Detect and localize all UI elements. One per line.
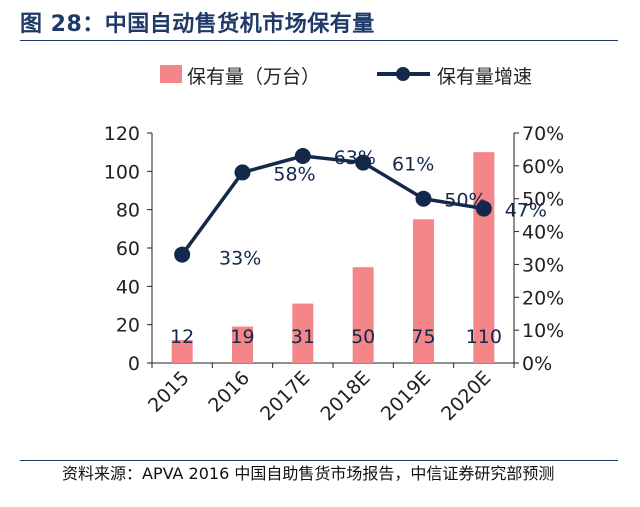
- x-tick-label: 2019E: [377, 367, 435, 425]
- y-right-tick-label: 60%: [522, 156, 564, 178]
- growth-point: [415, 190, 432, 207]
- legend-line-label: 保有量增速: [437, 66, 532, 88]
- x-tick-label: 2016: [204, 367, 254, 417]
- chart-area: 保有量（万台） 保有量增速 0 20 40 60 80 100 120 0% 10% 20% 30%…: [104, 65, 564, 425]
- y-left-tick-label: 120: [104, 123, 140, 145]
- bar-value-label: 19: [230, 326, 254, 348]
- y-left-tick-label: 60: [116, 238, 140, 260]
- y-left-tick-label: 20: [116, 315, 140, 337]
- y-right-tick-label: 30%: [522, 254, 564, 276]
- bar: [413, 219, 434, 363]
- legend-bar-swatch: [160, 65, 182, 83]
- y-right-tick-label: 70%: [522, 123, 564, 145]
- chart-title: 图 28：中国自动售货机市场保有量: [20, 12, 375, 37]
- y-left-tick-label: 0: [128, 353, 140, 375]
- bar-value-label: 110: [466, 326, 502, 348]
- growth-point: [475, 200, 492, 217]
- bar-value-label: 75: [411, 326, 435, 348]
- bar-value-label: 50: [351, 326, 375, 348]
- growth-point: [174, 246, 191, 263]
- growth-line-path: [180, 154, 485, 256]
- legend-bar-label: 保有量（万台）: [187, 66, 320, 88]
- bar-value-label: 31: [291, 326, 315, 348]
- growth-value-label: 47%: [505, 200, 547, 222]
- y-right-tick-label: 20%: [522, 287, 564, 309]
- y-right-tick-label: 40%: [522, 222, 564, 244]
- bar-value-label: 12: [170, 326, 194, 348]
- x-tick-label: 2017E: [256, 367, 314, 425]
- growth-value-label: 58%: [273, 163, 315, 185]
- legend-line-marker: [396, 67, 410, 81]
- bar: [171, 340, 193, 363]
- data-labels: 12 19 31 50 75 110 33% 58% 63% 61% 50% 47%: [170, 147, 547, 348]
- x-tick-label: 2015: [144, 367, 194, 417]
- growth-value-label: 63%: [334, 147, 376, 169]
- y-left-tick-label: 100: [104, 161, 140, 183]
- legend: 保有量（万台） 保有量增速: [160, 65, 532, 88]
- y-right-tick-label: 0%: [522, 353, 552, 375]
- title-divider: [20, 40, 618, 41]
- growth-line: [174, 148, 492, 263]
- bar: [352, 267, 374, 363]
- y-left-tick-label: 80: [116, 200, 140, 222]
- bar: [292, 303, 314, 363]
- bar: [232, 326, 253, 363]
- source-note: 资料来源：APVA 2016 中国自助售货市场报告，中信证券研究部预测: [62, 464, 555, 483]
- growth-point: [294, 148, 311, 164]
- y-right-tick-label: 10%: [522, 320, 564, 342]
- growth-point: [234, 164, 251, 181]
- y-right-tick-label: 50%: [522, 189, 564, 211]
- growth-value-label: 61%: [392, 154, 434, 176]
- footer-divider: [20, 460, 618, 461]
- growth-value-label: 50%: [444, 190, 486, 212]
- x-tick-label: 2020E: [437, 367, 495, 425]
- growth-point: [355, 154, 372, 171]
- x-tick-label: 2018E: [316, 367, 374, 425]
- growth-value-label: 33%: [219, 248, 261, 270]
- y-left-tick-label: 40: [116, 276, 140, 298]
